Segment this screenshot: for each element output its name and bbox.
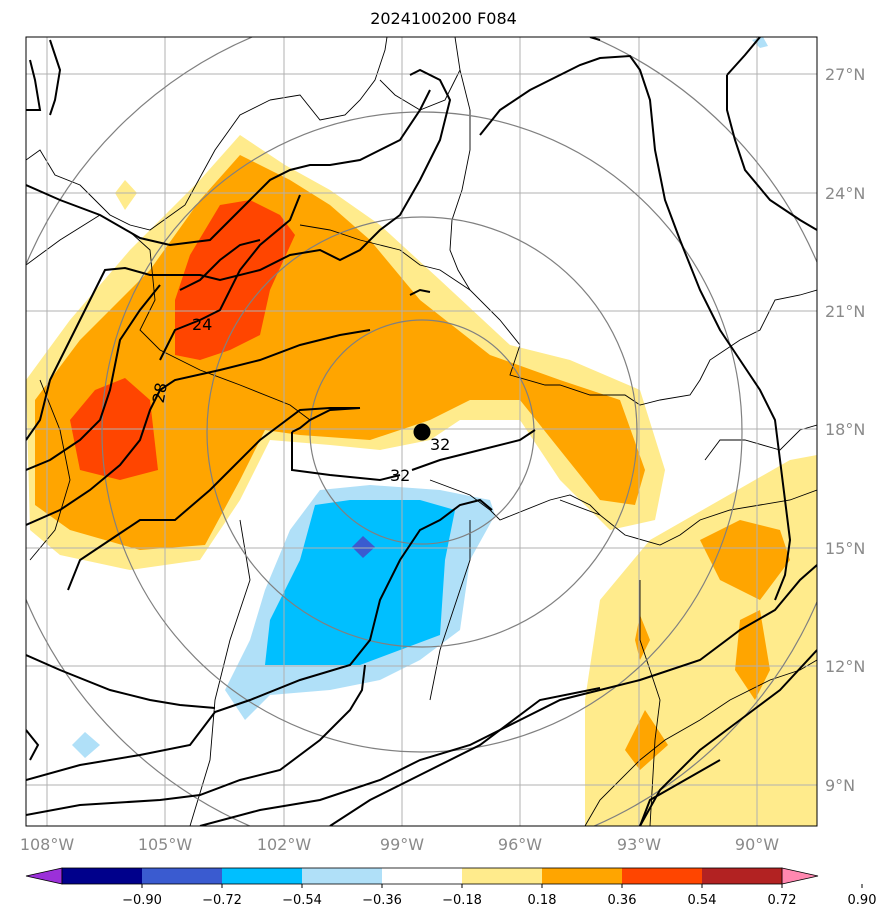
colorbar-segment <box>302 868 383 884</box>
colorbar-tick-label: −0.72 <box>202 893 242 908</box>
colorbar-segment <box>622 868 703 884</box>
colorbar-extend-max <box>781 867 819 885</box>
colorbar-tick-label: 0.54 <box>688 893 717 908</box>
contour-label: 24 <box>192 315 212 334</box>
range-rings <box>26 37 817 826</box>
colorbar-tick-label: −0.90 <box>122 893 162 908</box>
colorbar-tick-label: −0.18 <box>442 893 482 908</box>
lon-label: 108°W <box>20 835 75 854</box>
contour-label: 32 <box>430 435 450 454</box>
lat-label: 24°N <box>825 184 865 203</box>
lon-label: 102°W <box>257 835 312 854</box>
coastlines <box>26 37 817 826</box>
colorbar-segment <box>62 868 143 884</box>
lat-label: 27°N <box>825 65 865 84</box>
lat-label: 12°N <box>825 657 865 676</box>
colorbar-tick-label: −0.36 <box>362 893 402 908</box>
lon-label: 90°W <box>735 835 779 854</box>
colorbar-tick-label: 0.18 <box>528 893 557 908</box>
colorbar-frame <box>61 867 783 885</box>
graticule <box>26 37 817 826</box>
latitude-labels: 27°N 24°N 21°N 18°N 15°N 12°N 9°N <box>825 65 865 795</box>
lat-label: 15°N <box>825 539 865 558</box>
lon-label: 99°W <box>380 835 424 854</box>
colorbar: −0.90 −0.72 −0.54 −0.36 −0.18 0.18 0.36 0.54 0.7… <box>25 867 877 908</box>
anomaly-negative-strong <box>352 536 375 558</box>
contour-labels: 24 28 32 32 <box>149 315 451 485</box>
colorbar-segment <box>222 868 303 884</box>
colorbar-segment <box>702 868 783 884</box>
longitude-labels: 108°W 105°W 102°W 99°W 96°W 93°W 90°W <box>20 835 779 854</box>
colorbar-segment <box>142 868 223 884</box>
colorbar-tick-label: 0.72 <box>768 893 797 908</box>
colorbar-extend-min <box>25 867 63 885</box>
lon-label: 105°W <box>138 835 193 854</box>
contour-label: 32 <box>390 466 410 485</box>
colorbar-tick-label: 0.90 <box>848 893 877 908</box>
colorbar-tick-label: −0.54 <box>282 893 322 908</box>
map-title: 2024100200 F084 <box>370 9 517 28</box>
lat-label: 18°N <box>825 420 865 439</box>
lat-label: 21°N <box>825 302 865 321</box>
anomaly-negative-medium <box>265 500 455 665</box>
map-frame <box>25 36 818 827</box>
colorbar-segment <box>382 868 463 884</box>
colorbar-segment <box>462 868 543 884</box>
lat-label: 9°N <box>825 776 855 795</box>
lon-label: 93°W <box>617 835 661 854</box>
storm-center-marker <box>413 423 431 441</box>
colorbar-tick-label: 0.36 <box>608 893 637 908</box>
lon-label: 96°W <box>498 835 542 854</box>
map-plot-area: 24 28 32 32 <box>26 37 817 826</box>
height-contours <box>26 37 817 826</box>
contour-label: 28 <box>149 381 171 404</box>
colorbar-segment <box>542 868 623 884</box>
